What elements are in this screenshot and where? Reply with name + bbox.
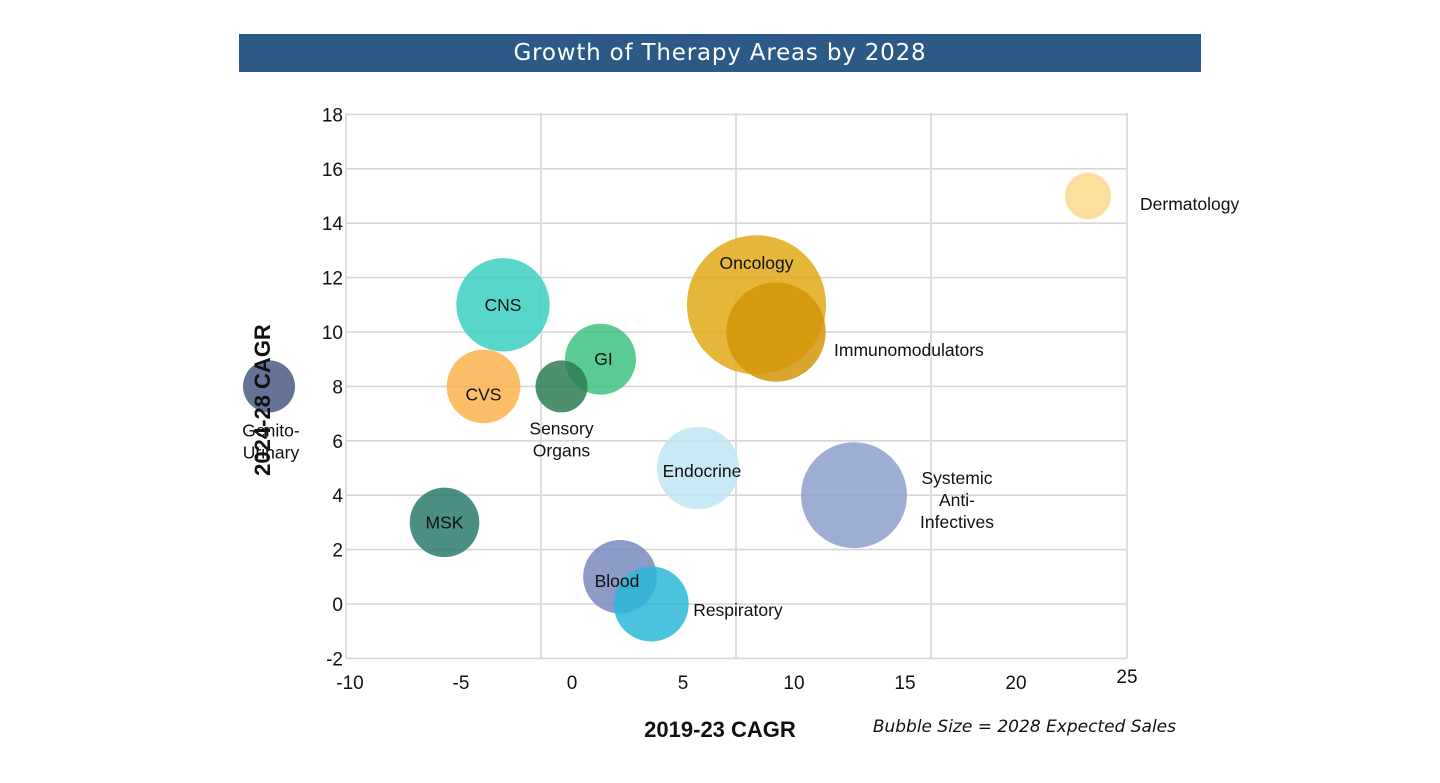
y-tick-label: -2 [326, 649, 343, 670]
bubble-label-systemic-anti-infectives: Systemic [922, 468, 993, 488]
y-tick-label: 0 [332, 595, 343, 616]
bubble-label-cvs: CVS [466, 384, 502, 404]
bubble-label-blood: Blood [595, 571, 640, 591]
y-axis-ticks: 18 16 14 12 10 8 6 4 2 0 -2 [322, 105, 344, 670]
x-axis-ticks: -10 -5 0 5 10 15 20 25 [336, 667, 1137, 694]
bubble-label-sensory-organs: Organs [533, 440, 591, 460]
x-tick-label: 25 [1116, 667, 1137, 688]
y-tick-label: 2 [332, 541, 343, 562]
bubble-label-systemic-anti-infectives: Anti- [939, 490, 975, 510]
bubble-label-cns: CNS [485, 295, 522, 315]
bubble-endocrine [656, 426, 740, 510]
bubble-size-note: Bubble Size = 2028 Expected Sales [873, 717, 1176, 737]
bubble-cvs [446, 349, 521, 424]
x-tick-label: 10 [783, 673, 804, 694]
x-tick-label: 20 [1005, 673, 1026, 694]
x-axis-title: 2019-23 CAGR [644, 717, 796, 742]
bubble-label-genito-urinary: Urinary [243, 442, 300, 462]
bubble-labels: Dermatology Oncology Immunomodulators CNS GI… [242, 194, 1239, 620]
bubble-respiratory [613, 566, 689, 642]
y-axis-title: 2024-28 CAGR [250, 324, 275, 476]
y-tick-label: 4 [332, 486, 343, 507]
bubble-msk [409, 487, 480, 558]
bubble-label-respiratory: Respiratory [693, 600, 783, 620]
bubble-dermatology [1064, 172, 1112, 220]
x-tick-label: -10 [336, 673, 363, 694]
bubble-cns [456, 258, 550, 352]
bubble-label-oncology: Oncology [720, 253, 794, 273]
bubble-label-genito-urinary: Genito- [242, 420, 300, 440]
bubble-label-immunomodulators: Immunomodulators [834, 340, 984, 360]
x-tick-label: 0 [567, 673, 578, 694]
bubble-label-endocrine: Endocrine [663, 461, 742, 481]
bubble-systemic-anti-infectives [801, 442, 907, 549]
y-tick-label: 10 [322, 323, 343, 344]
bubble-label-systemic-anti-infectives: Infectives [920, 512, 994, 532]
bubble-label-dermatology: Dermatology [1140, 194, 1239, 214]
bubble-label-gi: GI [594, 349, 612, 369]
x-tick-label: 15 [894, 673, 915, 694]
bubble-immunomodulators [726, 282, 826, 382]
x-tick-label: -5 [453, 673, 470, 694]
bubble-label-sensory-organs: Sensory [529, 418, 593, 438]
y-tick-label: 12 [322, 269, 343, 290]
y-tick-label: 14 [322, 214, 344, 235]
y-tick-label: 8 [332, 377, 343, 398]
bubble-genito-urinary [242, 360, 296, 413]
y-tick-label: 16 [322, 160, 343, 181]
chart-title: Growth of Therapy Areas by 2028 [239, 34, 1201, 72]
x-tick-label: 5 [678, 673, 689, 694]
bubble-label-msk: MSK [426, 512, 464, 532]
bubble-sensory-organs [535, 360, 588, 413]
y-tick-label: 6 [332, 432, 343, 453]
y-tick-label: 18 [322, 105, 343, 126]
bubbles [242, 172, 1112, 642]
